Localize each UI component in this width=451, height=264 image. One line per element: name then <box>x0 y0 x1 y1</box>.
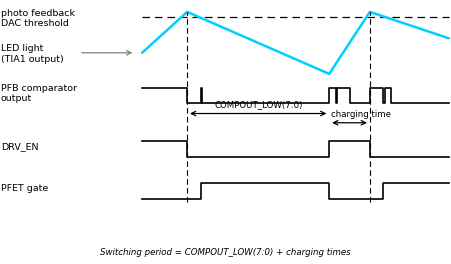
Text: photo feedback
DAC threshold: photo feedback DAC threshold <box>1 9 75 28</box>
Text: DRV_EN: DRV_EN <box>1 142 38 151</box>
Text: charging time: charging time <box>331 110 391 119</box>
Text: COMPOUT_LOW(7:0): COMPOUT_LOW(7:0) <box>214 101 302 110</box>
Text: PFB comparator
output: PFB comparator output <box>1 84 77 103</box>
Text: Switching period = COMPOUT_LOW(7:0) + charging times: Switching period = COMPOUT_LOW(7:0) + ch… <box>100 248 351 257</box>
Text: LED light
(TIA1 output): LED light (TIA1 output) <box>1 44 64 64</box>
Text: PFET gate: PFET gate <box>1 184 48 193</box>
